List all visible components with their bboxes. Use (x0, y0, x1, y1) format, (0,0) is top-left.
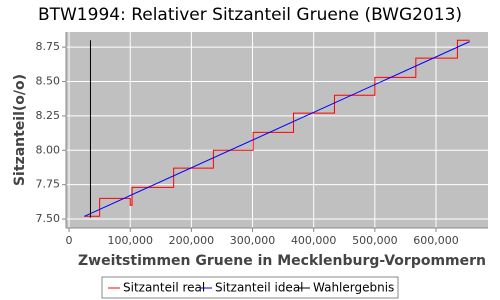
legend-label: Wahlergebnis (313, 281, 394, 295)
y-tick-label: 7.50 (36, 212, 61, 225)
y-tick-label: 8.75 (36, 40, 61, 53)
y-tick-label: 8.50 (36, 75, 61, 88)
chart-title: BTW1994: Relativer Sitzanteil Gruene (BW… (38, 5, 462, 25)
series-line (84, 39, 470, 217)
x-tick-label: 500,000 (352, 234, 398, 247)
x-tick-label: 100,000 (107, 234, 153, 247)
y-tick-label: 8.25 (36, 109, 61, 122)
legend-label: Sitzanteil ideal (215, 281, 304, 295)
x-tick-label: 400,000 (291, 234, 337, 247)
x-axis-label: Zweitstimmen Gruene in Mecklenburg-Vorpo… (78, 253, 486, 269)
legend-label: Sitzanteil real (123, 281, 205, 295)
x-tick-label: 200,000 (169, 234, 215, 247)
x-tick-label: 600,000 (413, 234, 459, 247)
legend (101, 276, 399, 299)
y-axis-label: Sitzanteil(o/o) (12, 74, 28, 186)
x-tick-label: 0 (66, 234, 73, 247)
y-tick-label: 7.75 (36, 178, 61, 191)
y-tick-label: 8.00 (36, 143, 61, 156)
x-tick-label: 300,000 (230, 234, 276, 247)
series-line (84, 41, 470, 217)
